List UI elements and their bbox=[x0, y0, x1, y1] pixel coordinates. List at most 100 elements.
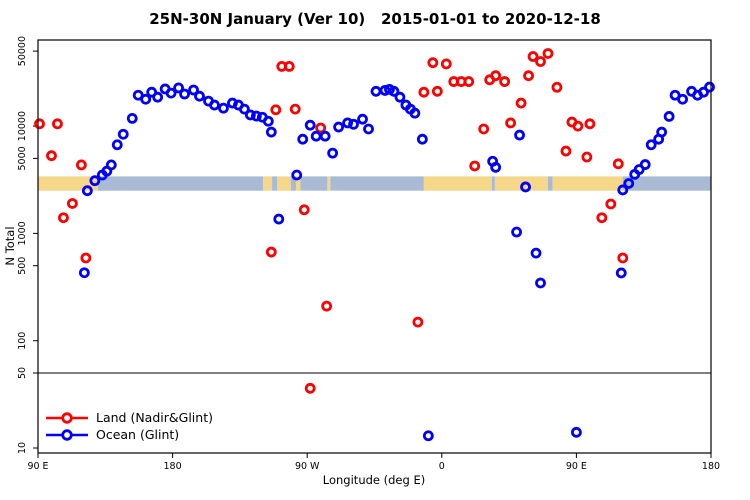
data-point-ocean bbox=[273, 213, 285, 225]
band-segment-land bbox=[552, 176, 623, 191]
data-point-ocean bbox=[250, 110, 262, 122]
data-point-land bbox=[551, 81, 563, 93]
band-segment-land bbox=[38, 176, 98, 191]
data-point-ocean bbox=[409, 107, 421, 119]
data-point-ocean bbox=[639, 159, 651, 170]
data-point-land bbox=[427, 57, 439, 69]
band-segment-land bbox=[423, 176, 492, 191]
x-tick-label: 90 E bbox=[566, 461, 587, 472]
data-point-land bbox=[469, 160, 481, 172]
data-point-land bbox=[463, 76, 475, 87]
band-segment-land bbox=[263, 176, 273, 191]
data-point-ocean bbox=[117, 128, 129, 140]
legend-item-land: Land (Nadir&Glint) bbox=[44, 409, 213, 426]
data-point-land bbox=[298, 204, 310, 216]
data-point-ocean bbox=[617, 184, 629, 196]
band-segment-ocean bbox=[97, 176, 264, 191]
data-point-land bbox=[321, 300, 333, 312]
data-point-land bbox=[315, 122, 327, 134]
data-point-ocean bbox=[333, 121, 345, 133]
data-point-land bbox=[560, 145, 572, 157]
data-point-ocean bbox=[105, 159, 117, 171]
band-segment-ocean bbox=[290, 176, 296, 191]
data-point-land bbox=[270, 104, 282, 116]
data-point-ocean bbox=[514, 129, 525, 141]
data-point-land bbox=[596, 212, 608, 224]
y-tick-label: 1000 bbox=[17, 221, 28, 245]
data-point-ocean bbox=[89, 175, 101, 187]
data-point-land bbox=[34, 118, 45, 130]
legend: Land (Nadir&Glint) Ocean (Glint) bbox=[44, 409, 213, 443]
data-point-ocean bbox=[297, 133, 309, 145]
legend-label-land: Land (Nadir&Glint) bbox=[96, 410, 213, 425]
y-tick-label: 5000 bbox=[17, 146, 28, 170]
data-point-ocean bbox=[511, 226, 522, 238]
ocean-marker-icon bbox=[46, 428, 88, 441]
data-point-land bbox=[304, 382, 316, 394]
data-point-land bbox=[412, 316, 424, 328]
data-point-land bbox=[515, 97, 527, 109]
x-axis-label: Longitude (deg E) bbox=[323, 473, 425, 487]
data-point-land bbox=[605, 198, 617, 210]
x-tick-label: 180 bbox=[702, 461, 720, 472]
band-segment-land bbox=[327, 176, 331, 191]
chart-title: 25N-30N January (Ver 10) 2015-01-01 to 2… bbox=[149, 10, 601, 28]
data-point-land bbox=[80, 252, 92, 264]
x-tick-label: 90 E bbox=[27, 461, 48, 472]
y-tick-label: 50 bbox=[17, 367, 28, 379]
data-point-ocean bbox=[357, 113, 368, 125]
data-point-land bbox=[478, 123, 490, 135]
x-tick-label: 180 bbox=[164, 461, 182, 472]
data-point-ocean bbox=[310, 130, 322, 142]
data-point-land bbox=[52, 118, 63, 130]
data-point-ocean bbox=[348, 118, 359, 130]
band-segment-ocean bbox=[272, 176, 278, 191]
data-point-land bbox=[431, 85, 443, 97]
band-segment-land bbox=[295, 176, 301, 191]
data-point-ocean bbox=[140, 93, 152, 105]
data-point-ocean bbox=[490, 161, 502, 173]
data-point-ocean bbox=[262, 115, 274, 127]
data-point-land bbox=[283, 61, 295, 72]
data-point-ocean bbox=[615, 267, 627, 279]
data-point-land bbox=[523, 70, 534, 82]
data-point-ocean bbox=[244, 109, 256, 121]
data-point-ocean bbox=[645, 139, 657, 151]
data-point-ocean bbox=[126, 112, 138, 124]
x-tick-label: 0 bbox=[439, 461, 445, 472]
data-point-ocean bbox=[520, 181, 531, 193]
legend-item-ocean: Ocean (Glint) bbox=[44, 426, 213, 443]
data-point-land bbox=[58, 212, 69, 224]
data-point-ocean bbox=[152, 91, 164, 103]
data-point-ocean bbox=[394, 91, 406, 103]
land-marker-icon bbox=[46, 411, 88, 424]
y-tick-label: 10 bbox=[17, 442, 28, 454]
data-point-ocean bbox=[698, 86, 709, 98]
data-point-ocean bbox=[623, 178, 635, 189]
band-segment-ocean bbox=[330, 176, 424, 191]
data-point-ocean bbox=[81, 185, 93, 197]
data-point-land bbox=[572, 120, 584, 132]
data-point-ocean bbox=[388, 85, 400, 97]
data-point-ocean bbox=[78, 267, 90, 279]
data-point-land bbox=[499, 76, 511, 87]
y-tick-label: 100 bbox=[17, 332, 28, 350]
data-point-ocean bbox=[363, 123, 374, 135]
data-point-ocean bbox=[327, 147, 339, 159]
data-point-ocean bbox=[677, 93, 688, 105]
data-point-ocean bbox=[656, 126, 668, 138]
data-point-land bbox=[75, 159, 87, 171]
data-point-land bbox=[581, 151, 593, 163]
data-point-land bbox=[617, 252, 629, 264]
data-point-ocean bbox=[165, 87, 177, 99]
data-point-land bbox=[505, 117, 516, 129]
data-point-ocean bbox=[238, 103, 250, 115]
data-point-land bbox=[584, 118, 596, 130]
data-point-ocean bbox=[342, 117, 353, 129]
data-point-ocean bbox=[111, 139, 123, 151]
data-point-ocean bbox=[571, 426, 582, 438]
data-point-ocean bbox=[194, 90, 205, 102]
y-axis-label: N Total bbox=[3, 226, 17, 265]
band-segment-land bbox=[277, 176, 291, 191]
